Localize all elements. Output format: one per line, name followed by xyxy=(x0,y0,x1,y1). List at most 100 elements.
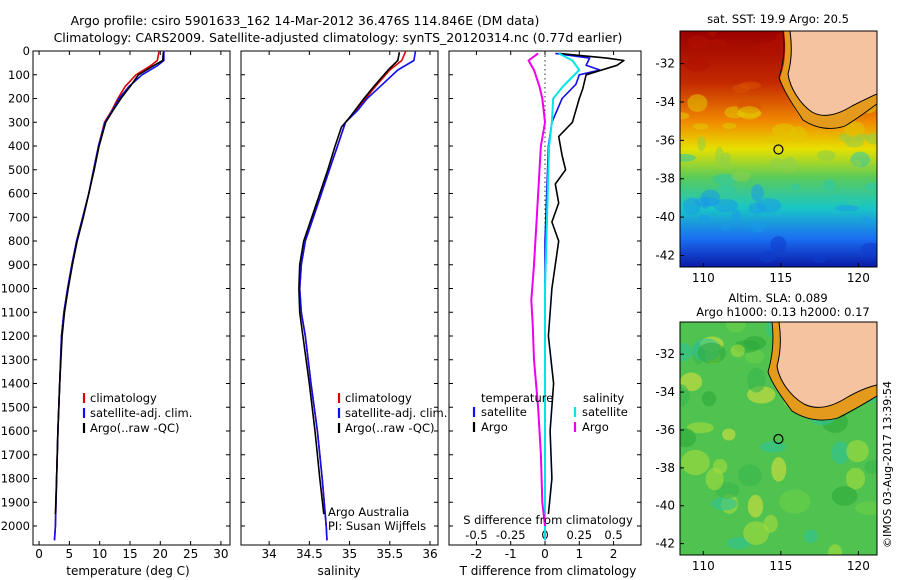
s-difference-x-axis: -0.5 -0.25 0 0.25 0.5 xyxy=(465,528,623,542)
imos-timestamp: ©IMOS 03-Aug-2017 13:39:54 xyxy=(881,381,894,548)
sst-texture-blob xyxy=(731,171,751,182)
map-x-tick-label: 115 xyxy=(769,271,792,285)
salinity-series xyxy=(298,51,417,541)
sst-texture-blob xyxy=(865,182,877,191)
sla-texture-blob xyxy=(697,342,726,364)
legend-label: Argo(..raw -QC) xyxy=(345,421,435,435)
x-tick-label: 15 xyxy=(122,547,137,561)
map-x-tick-label: 110 xyxy=(692,271,715,285)
sst-texture-blob xyxy=(697,136,706,152)
map-y-tick-label: -32 xyxy=(655,347,675,361)
map-y-tick-label: -36 xyxy=(655,133,675,147)
depth-tick-label: 900 xyxy=(8,258,30,272)
x-tick-label: 20 xyxy=(153,547,168,561)
depth-tick-label: 1200 xyxy=(1,329,30,343)
map-y-tick-label: -40 xyxy=(655,499,675,513)
sla-texture-blob xyxy=(686,422,714,434)
depth-tick-label: 1300 xyxy=(1,353,30,367)
sla-texture-blob xyxy=(680,384,690,408)
sla-texture-blob xyxy=(712,459,728,474)
sla-argo-marker xyxy=(773,433,784,445)
sla-texture-blob xyxy=(701,391,717,407)
sst-texture-blob xyxy=(846,195,862,208)
temperature-axes-frame xyxy=(32,50,231,546)
depth-tick-label: 200 xyxy=(8,92,30,106)
x-tick-label: 1 xyxy=(575,547,583,561)
figure-title-line1: Argo profile: csiro 5901633_162 14-Mar-2… xyxy=(71,13,540,28)
sst-texture-blob xyxy=(738,106,761,120)
sla-texture-blob xyxy=(779,489,811,514)
depth-tick-label: 2000 xyxy=(1,519,30,533)
x-tick-label: 35.5 xyxy=(376,547,403,561)
depth-tick-label: 700 xyxy=(8,210,30,224)
sst-map-axes: 110 115 120 -32 -34 -36 -38 -40 -42 xyxy=(655,57,869,285)
salinity-x-axis: 34 34.5 35 35.5 36 xyxy=(262,51,438,561)
sst-texture-blob xyxy=(854,133,871,141)
salinity-x-label: salinity xyxy=(317,564,360,578)
legend-label: Argo xyxy=(481,420,508,434)
sla-texture-blob xyxy=(864,460,877,474)
sst-texture-blob xyxy=(722,122,737,130)
depth-tick-label: 1600 xyxy=(1,424,30,438)
map-x-tick-label: 115 xyxy=(769,559,792,573)
temperature-x-label: temperature (deg C) xyxy=(66,564,189,578)
temperature-x-axis: 0 5 10 15 20 25 30 xyxy=(35,51,229,561)
sst-texture xyxy=(680,31,877,263)
diff-line-s-argo xyxy=(527,52,546,527)
sst-texture-blob xyxy=(782,156,798,173)
depth-tick-label: 300 xyxy=(8,115,30,129)
sst-texture-blob xyxy=(826,194,845,202)
argo-australia-credit: Argo Australia xyxy=(328,505,409,519)
depth-tick-label: 1800 xyxy=(1,472,30,486)
x-tick-label: 2 xyxy=(610,547,618,561)
map-y-tick-label: -42 xyxy=(655,537,675,551)
s-tick-label: -0.5 xyxy=(465,528,487,542)
depth-tick-label: 500 xyxy=(8,163,30,177)
salinity-axes-frame xyxy=(240,50,439,546)
sst-texture-blob xyxy=(751,184,764,202)
sla-depth-contour xyxy=(767,322,877,421)
depth-tick-label: 100 xyxy=(8,68,30,82)
sst-texture-blob xyxy=(770,236,787,254)
sla-texture-blob xyxy=(680,343,693,362)
sst-texture-blob xyxy=(816,150,836,161)
sst-texture-blob xyxy=(860,242,877,257)
sla-texture-blob xyxy=(747,367,766,393)
sst-texture-blob xyxy=(684,56,710,72)
sla-map-title: Altim. SLA: 0.089 xyxy=(728,291,827,305)
sst-texture-blob xyxy=(766,135,786,143)
sla-texture-blob xyxy=(738,464,762,487)
map-y-tick-label: -38 xyxy=(655,461,675,475)
sla-texture-blob xyxy=(744,349,765,364)
temperature-panel: 0100200300400500600700800900100011001200… xyxy=(1,44,231,578)
salinity-panel: 34 34.5 35 35.5 36 climatologysatellite-adj.… xyxy=(240,50,447,578)
map-y-tick-label: -34 xyxy=(655,95,675,109)
depth-tick-label: 0 xyxy=(23,44,30,58)
series-line-argo-raw-qc- xyxy=(298,52,401,515)
sst-texture-blob xyxy=(731,84,751,93)
legend-label: satellite-adj. clim. xyxy=(90,406,192,420)
sst-texture-blob xyxy=(713,199,739,213)
depth-tick-label: 1100 xyxy=(1,305,30,319)
sla-map-panel: Altim. SLA: 0.089 Argo h1000: 0.13 h2000… xyxy=(655,291,878,573)
map-x-tick-label: 120 xyxy=(847,559,870,573)
sst-texture-blob xyxy=(680,112,690,120)
x-tick-label: 36 xyxy=(422,547,437,561)
s-tick-label: -0.25 xyxy=(496,528,526,542)
sla-texture-blob xyxy=(743,521,769,545)
depth-tick-label: 1900 xyxy=(1,495,30,509)
sla-land xyxy=(776,322,877,408)
depth-axis: 0 100 200 300 400 500 600 700 800 900 1000 1100 1200… xyxy=(1,44,230,533)
map-y-tick-label: -36 xyxy=(655,423,675,437)
sla-texture-blob xyxy=(680,428,697,448)
x-tick-label: 30 xyxy=(213,547,228,561)
difference-legend: temperature salinitysatelliteArgosatellit… xyxy=(472,391,628,434)
map-y-tick-label: -38 xyxy=(655,172,675,186)
depth-tick-label: 600 xyxy=(8,187,30,201)
salinity-y-ticks xyxy=(241,50,438,527)
x-tick-label: 0 xyxy=(35,547,43,561)
sla-texture-blob xyxy=(771,457,787,482)
